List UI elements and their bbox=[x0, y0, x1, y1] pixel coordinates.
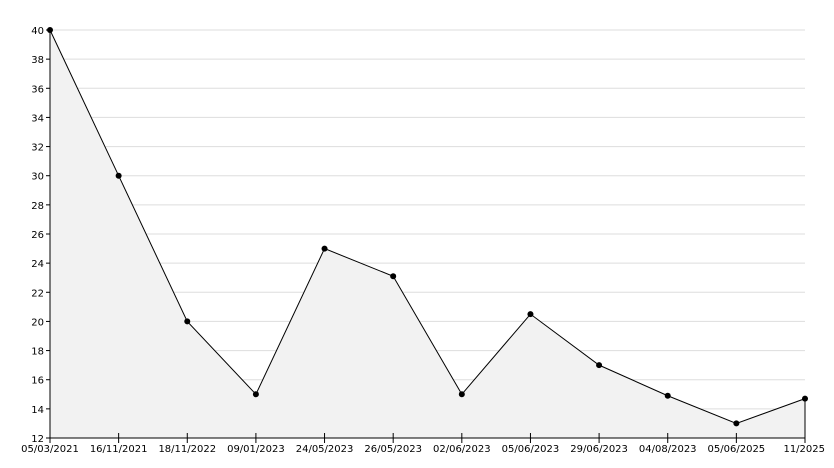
data-point bbox=[184, 318, 191, 325]
y-tick-label: 16 bbox=[31, 376, 44, 387]
x-tick-label: 05/06/2023 bbox=[502, 444, 560, 455]
data-point bbox=[252, 391, 259, 398]
data-point bbox=[802, 395, 808, 402]
x-tick-label: 02/06/2023 bbox=[433, 444, 491, 455]
x-tick-label: 05/03/2021 bbox=[21, 444, 79, 455]
y-tick-label: 14 bbox=[31, 405, 44, 416]
y-tick-label: 36 bbox=[31, 84, 44, 95]
x-tick-label: 04/08/2023 bbox=[639, 444, 697, 455]
area-fill bbox=[50, 30, 805, 438]
data-point bbox=[458, 391, 465, 398]
series-line bbox=[49, 29, 806, 424]
data-point bbox=[47, 27, 53, 33]
data-point bbox=[596, 362, 603, 369]
data-point bbox=[733, 420, 740, 427]
y-tick-label: 26 bbox=[31, 230, 44, 241]
x-tick-label: 29/06/2023 bbox=[570, 444, 628, 455]
y-tick-label: 22 bbox=[31, 288, 44, 299]
y-tick-label: 28 bbox=[31, 201, 44, 212]
y-tick-label: 30 bbox=[31, 172, 44, 183]
x-tick-label: 16/11/2021 bbox=[90, 444, 148, 455]
data-point bbox=[390, 273, 397, 280]
y-tick-label: 32 bbox=[31, 143, 44, 154]
data-point bbox=[527, 311, 534, 318]
data-point bbox=[321, 245, 328, 252]
x-tick-label: 24/05/2023 bbox=[296, 444, 354, 455]
x-tick-label: 18/11/2022 bbox=[158, 444, 216, 455]
y-tick-label: 40 bbox=[31, 26, 44, 37]
y-tick-label: 18 bbox=[31, 347, 44, 358]
y-tick-label: 24 bbox=[31, 259, 44, 270]
x-tick-label: 26/05/2023 bbox=[364, 444, 422, 455]
y-tick-label: 12 bbox=[31, 434, 44, 445]
x-tick-label: 09/01/2023 bbox=[227, 444, 285, 455]
y-tick-label: 38 bbox=[31, 55, 44, 66]
y-tick-label: 20 bbox=[31, 317, 44, 328]
x-tick-label: 11/2025 bbox=[783, 444, 825, 455]
y-tick-label: 34 bbox=[31, 113, 44, 124]
data-point bbox=[664, 392, 671, 399]
x-tick-label: 05/06/2025 bbox=[708, 444, 766, 455]
data-point bbox=[115, 172, 122, 179]
